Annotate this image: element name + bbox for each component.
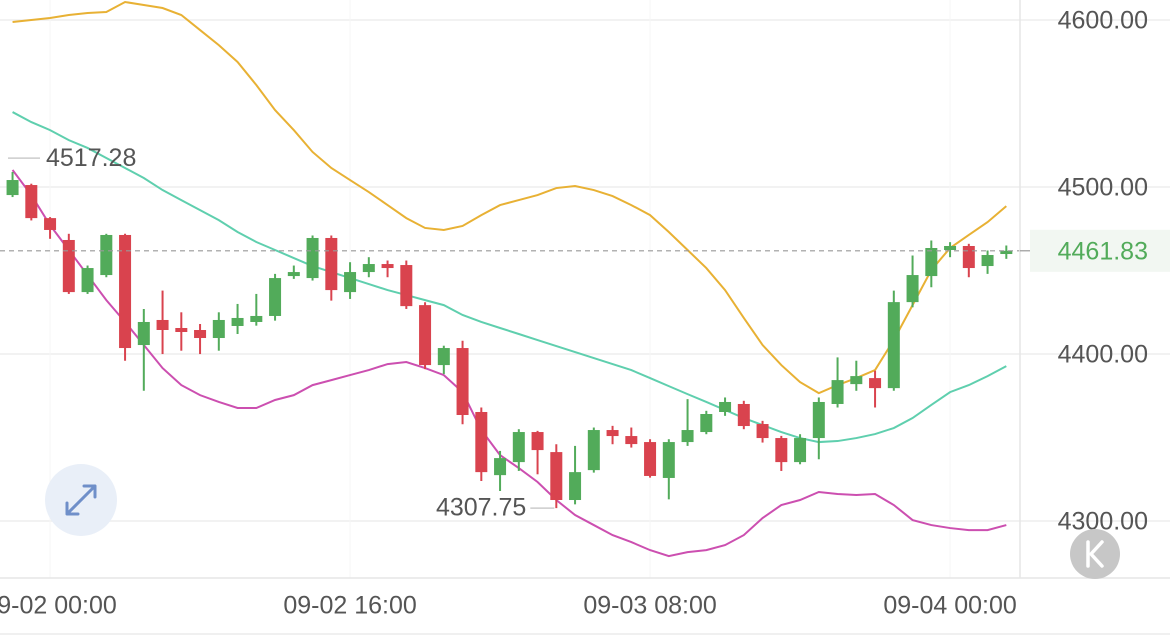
plot-area <box>0 0 1020 558</box>
candle-body <box>137 321 150 346</box>
expand-button[interactable] <box>45 464 117 536</box>
y-tick-label: 4400.00 <box>1058 341 1148 369</box>
candle-body <box>550 452 563 501</box>
last-price-box <box>1030 229 1170 272</box>
candle-body <box>812 401 825 439</box>
candle-body <box>681 430 694 443</box>
candle-body <box>906 275 919 303</box>
candle-body <box>962 245 975 269</box>
low-marker-label: 4307.75 <box>436 494 526 522</box>
candle-body <box>175 327 188 333</box>
candle-body <box>775 438 788 463</box>
candle-body <box>419 305 432 366</box>
candle-body <box>737 403 750 427</box>
candle-body <box>381 264 394 269</box>
candle-body <box>269 278 282 316</box>
candle-body <box>887 302 900 389</box>
candle-body <box>494 458 507 476</box>
candle-body <box>925 248 938 277</box>
x-tick-label: 09-04 00:00 <box>883 592 1016 620</box>
candle-body <box>344 272 357 293</box>
candle-body <box>100 234 113 276</box>
band-line <box>11 169 1007 558</box>
candle-body <box>62 239 75 293</box>
scroll-latest-button[interactable] <box>1070 529 1120 579</box>
last-price-label: 4461.83 <box>1058 237 1148 265</box>
candle-body <box>512 432 525 463</box>
candle-body <box>400 265 413 307</box>
candle-body <box>325 237 338 291</box>
candle-body <box>1000 250 1013 255</box>
x-tick-label: 09-02 00:00 <box>0 592 117 620</box>
candle-body <box>756 424 769 439</box>
candle-body <box>25 185 38 219</box>
candle-body <box>700 414 713 433</box>
grid <box>0 19 1170 522</box>
y-tick-label: 4600.00 <box>1058 7 1148 35</box>
candle-body <box>475 411 488 473</box>
candle-body <box>662 442 675 478</box>
candle-body <box>81 268 94 293</box>
candle-body <box>606 430 619 437</box>
candle-body <box>794 438 807 463</box>
candle-body <box>287 272 300 277</box>
candle-body <box>6 180 19 196</box>
candle-body <box>981 255 994 267</box>
y-tick-label: 4500.00 <box>1058 174 1148 202</box>
candle-body <box>306 237 319 279</box>
candle-body <box>119 234 132 349</box>
high-marker-label: 4517.28 <box>46 144 136 172</box>
candle-body <box>719 401 732 412</box>
candle-body <box>831 380 844 404</box>
candle-body <box>44 218 57 230</box>
candle-body <box>456 348 469 416</box>
candle-body <box>156 319 169 330</box>
candle-body <box>250 315 263 322</box>
candle-body <box>644 442 657 476</box>
candle-body <box>587 430 600 471</box>
candle-body <box>212 319 225 339</box>
candle-body <box>194 329 207 339</box>
candle-body <box>944 245 957 251</box>
x-tick-label: 09-02 16:00 <box>283 592 416 620</box>
band-line <box>12 111 1007 444</box>
candle-body <box>625 436 638 445</box>
candle-body <box>569 472 582 501</box>
candle-body <box>362 264 375 273</box>
candle-body <box>437 348 450 366</box>
candle-body <box>231 317 244 326</box>
candle-body <box>850 376 863 385</box>
candle-body <box>869 378 882 389</box>
x-tick-label: 09-03 08:00 <box>583 592 716 620</box>
candle-body <box>531 432 544 451</box>
